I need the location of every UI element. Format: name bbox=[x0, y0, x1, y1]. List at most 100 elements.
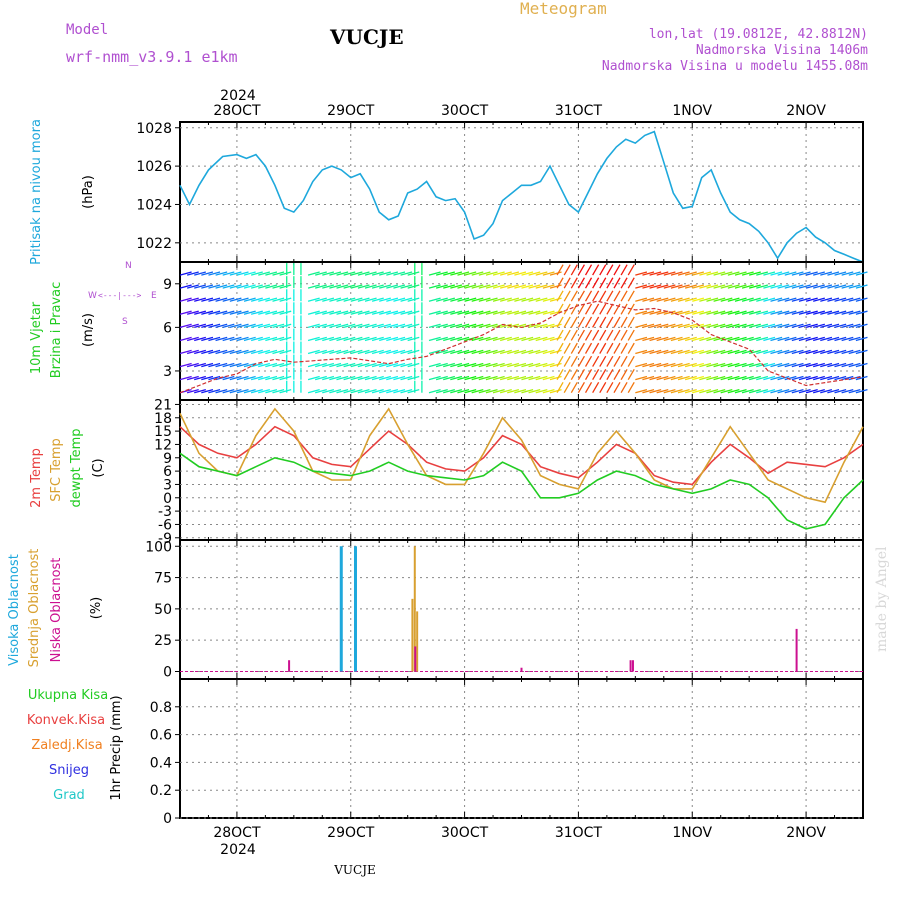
wind-barb bbox=[435, 297, 448, 302]
wind-barb bbox=[592, 342, 600, 354]
wind-barb bbox=[258, 284, 271, 289]
wind-barb bbox=[613, 368, 621, 380]
wind-barb bbox=[457, 389, 470, 394]
wind-barb bbox=[635, 310, 648, 315]
wind-barb bbox=[741, 297, 754, 302]
wind-barb bbox=[236, 271, 249, 276]
wind-barb bbox=[336, 362, 349, 368]
wind-barb bbox=[813, 271, 825, 276]
wind-barb bbox=[777, 336, 790, 342]
wind-barb bbox=[492, 362, 505, 368]
wind-barb bbox=[756, 389, 769, 394]
wind-barb bbox=[336, 389, 349, 394]
bottom-day-label: 1NOV bbox=[672, 825, 712, 841]
wind-barb bbox=[620, 368, 628, 380]
precip-label-4: Snijeg bbox=[49, 763, 89, 778]
wind-barb bbox=[236, 375, 249, 381]
wind-barb bbox=[435, 284, 448, 289]
wind-barb bbox=[186, 362, 199, 368]
wind-barb bbox=[322, 336, 335, 342]
wind-barb bbox=[763, 310, 776, 315]
product-title: Meteogram bbox=[520, 0, 607, 18]
wind-barb bbox=[336, 297, 349, 302]
wind-barb bbox=[350, 284, 363, 289]
wind-barb bbox=[670, 375, 683, 381]
wind-barb bbox=[855, 297, 868, 302]
wind-barb bbox=[229, 389, 242, 394]
wind-barb bbox=[563, 264, 571, 276]
wind-barb bbox=[677, 349, 690, 355]
wind-barb bbox=[649, 375, 662, 381]
wind-barb bbox=[848, 323, 861, 328]
temp-ytick-label: -3 bbox=[158, 504, 172, 520]
wind-barb bbox=[457, 336, 470, 342]
wind-barb bbox=[827, 375, 840, 381]
wind-barb bbox=[379, 375, 391, 381]
wind-barb bbox=[584, 329, 593, 341]
wind-barb bbox=[834, 349, 847, 355]
wind-barb bbox=[222, 336, 235, 342]
wind-barb bbox=[855, 271, 868, 276]
wind-barb bbox=[499, 389, 512, 394]
wind-barb bbox=[606, 368, 614, 380]
wind-barb bbox=[584, 290, 593, 302]
wind-barb bbox=[727, 349, 740, 355]
wind-barb bbox=[613, 355, 621, 367]
wind-barb bbox=[684, 349, 697, 355]
compass-s: S bbox=[122, 317, 128, 327]
wind-barb bbox=[492, 375, 505, 381]
model-elevation-text: Nadmorska Visina u modelu 1455.08m bbox=[602, 59, 868, 74]
cloud-bar-niska-oblacnost bbox=[414, 646, 417, 672]
wind-barb bbox=[357, 284, 370, 289]
compass-n: N bbox=[125, 261, 132, 271]
panel-wind: 3 6 9 bbox=[163, 261, 868, 401]
wind-barb bbox=[485, 297, 498, 302]
wind-barb bbox=[542, 362, 555, 368]
wind-barb bbox=[443, 310, 455, 315]
wind-barb bbox=[606, 316, 614, 328]
wind-barb bbox=[371, 297, 384, 302]
wind-barb bbox=[379, 389, 391, 394]
wind-barb bbox=[471, 297, 484, 302]
wind-barb bbox=[194, 310, 206, 315]
pressure-unit: (hPa) bbox=[81, 175, 96, 209]
wind-barb bbox=[556, 290, 564, 302]
wind-barb bbox=[379, 349, 391, 355]
wind-unit: (m/s) bbox=[81, 313, 96, 347]
temp-ytick-label: 0 bbox=[163, 491, 172, 507]
precip-ytick-label: 0 bbox=[163, 811, 172, 827]
wind-barb bbox=[215, 362, 228, 368]
wind-barb bbox=[656, 336, 669, 342]
wind-barb bbox=[428, 310, 441, 315]
wind-barb bbox=[570, 368, 578, 380]
wind-barb bbox=[329, 375, 342, 381]
wind-barb bbox=[428, 349, 441, 355]
wind-barb bbox=[620, 355, 628, 367]
wind-barb bbox=[613, 329, 621, 341]
wind-barb bbox=[649, 389, 662, 394]
wind-barb bbox=[563, 342, 571, 354]
wind-barb bbox=[577, 368, 585, 380]
wind-barb bbox=[748, 297, 761, 302]
wind-barb bbox=[549, 323, 562, 328]
wind-barb bbox=[336, 336, 349, 342]
wind-barb bbox=[627, 342, 635, 354]
wind-barb bbox=[734, 389, 747, 394]
wind-barb bbox=[336, 323, 349, 328]
wind-barb bbox=[542, 271, 555, 276]
wind-barb bbox=[521, 389, 534, 394]
wind-barb bbox=[677, 297, 690, 302]
wind-barb bbox=[464, 310, 477, 315]
wind-barb bbox=[236, 362, 249, 368]
wind-barb bbox=[464, 349, 477, 355]
wind-barb bbox=[229, 323, 242, 328]
wind-barb bbox=[584, 264, 593, 276]
wind-barb bbox=[478, 297, 491, 302]
wind-barb bbox=[848, 362, 861, 368]
wind-barb bbox=[521, 349, 534, 355]
wind-barb bbox=[407, 323, 420, 328]
wind-barb bbox=[627, 355, 635, 367]
top-day-label: 28OCT bbox=[213, 103, 261, 119]
wind-barb bbox=[827, 349, 840, 355]
wind-barb bbox=[307, 389, 320, 394]
